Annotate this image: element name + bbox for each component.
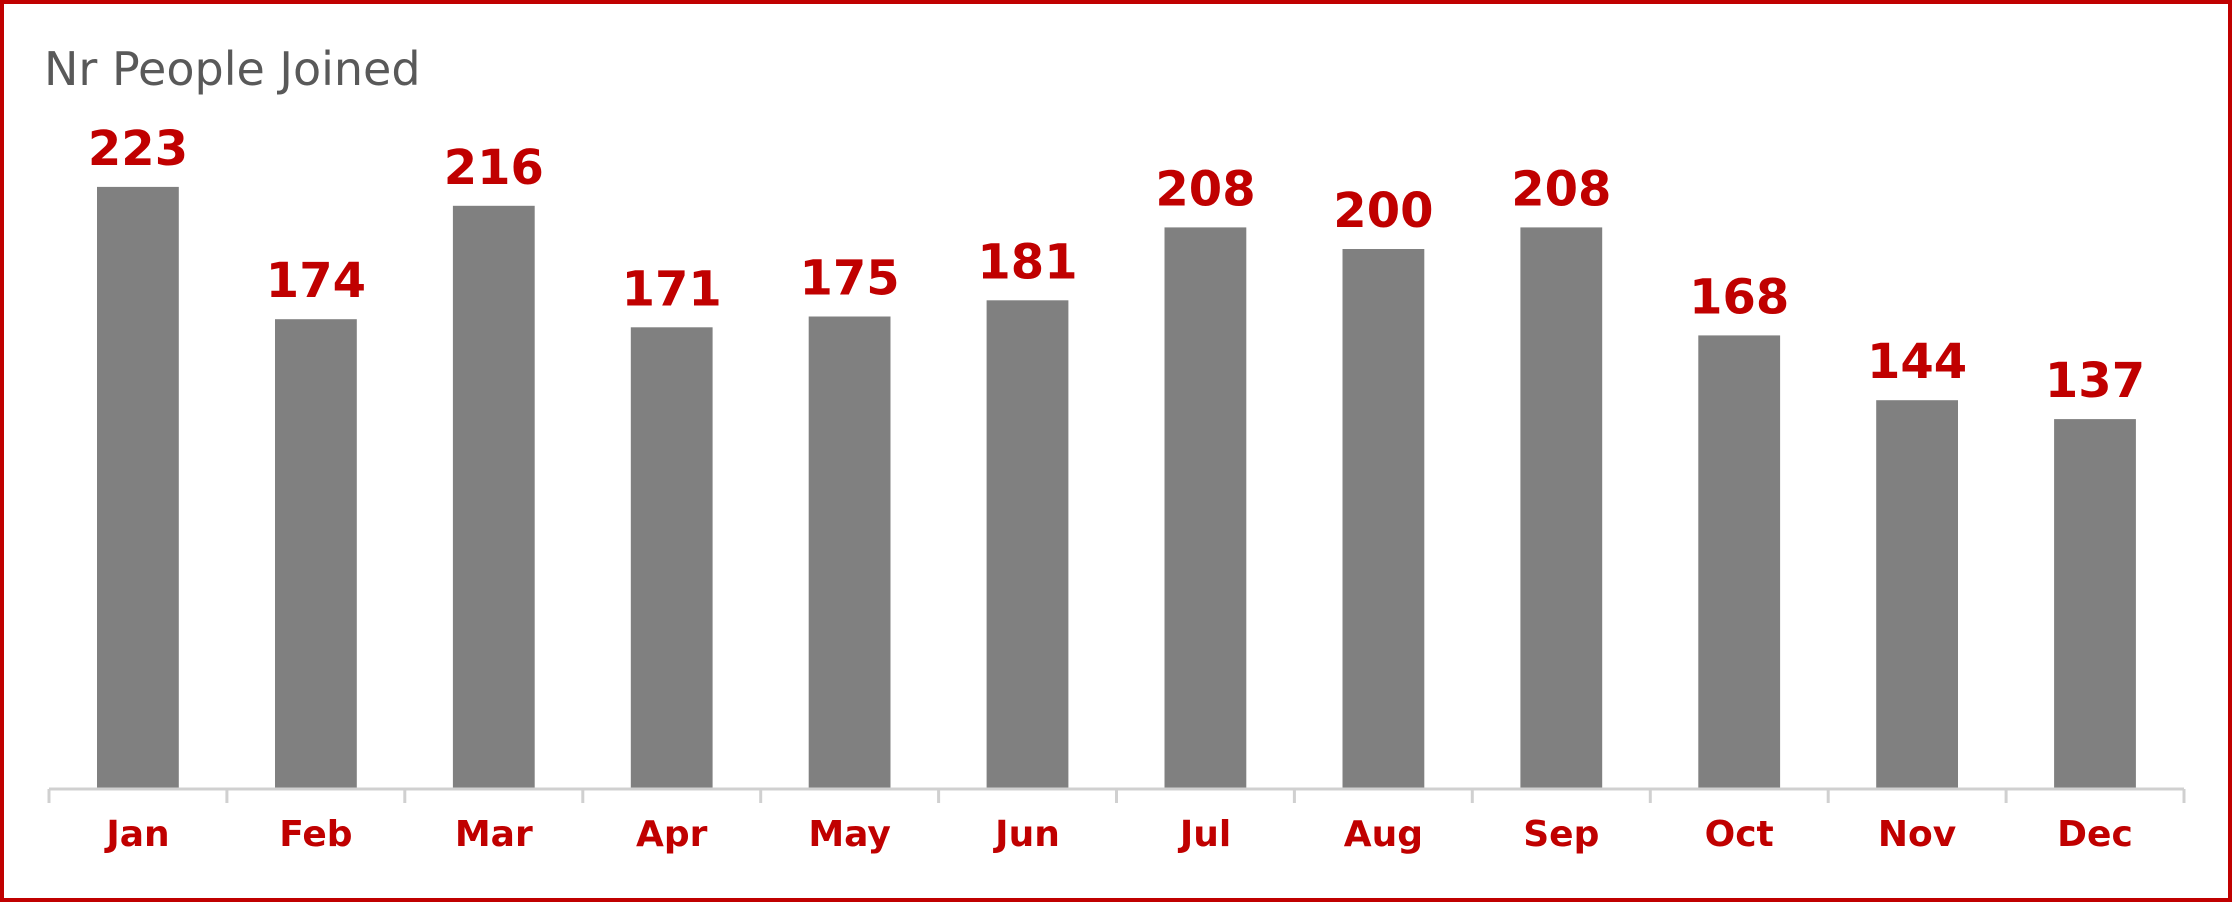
bar-jun bbox=[986, 300, 1069, 789]
category-label-sep: Sep bbox=[1523, 814, 1599, 855]
category-label-dec: Dec bbox=[2057, 814, 2133, 855]
data-label-jan: 223 bbox=[88, 121, 188, 177]
x-axis bbox=[47, 787, 2186, 803]
category-label-feb: Feb bbox=[279, 814, 352, 855]
category-label-apr: Apr bbox=[636, 814, 708, 855]
data-label-sep: 208 bbox=[1511, 161, 1611, 217]
bar-nov bbox=[1876, 400, 1958, 789]
bar-sep bbox=[1520, 227, 1603, 789]
category-label-nov: Nov bbox=[1878, 814, 1956, 855]
data-label-may: 175 bbox=[799, 251, 899, 307]
bar-oct bbox=[1698, 335, 1781, 789]
bar-jul bbox=[1164, 227, 1247, 789]
data-label-nov: 144 bbox=[1867, 334, 1967, 390]
data-label-aug: 200 bbox=[1333, 183, 1433, 239]
bar-jan bbox=[97, 186, 179, 789]
bar-aug bbox=[1342, 249, 1425, 789]
data-label-feb: 174 bbox=[266, 253, 366, 309]
category-label-jan: Jan bbox=[103, 814, 169, 855]
data-label-jun: 181 bbox=[977, 234, 1077, 290]
data-label-oct: 168 bbox=[1689, 269, 1789, 325]
bar-mar bbox=[452, 205, 535, 790]
category-label-mar: Mar bbox=[455, 814, 533, 855]
data-label-jul: 208 bbox=[1155, 161, 1255, 217]
data-label-apr: 171 bbox=[622, 261, 722, 317]
category-label-jun: Jun bbox=[992, 814, 1060, 855]
category-label-may: May bbox=[808, 814, 890, 855]
data-label-mar: 216 bbox=[444, 140, 544, 196]
category-label-oct: Oct bbox=[1705, 814, 1774, 855]
data-label-dec: 137 bbox=[2045, 353, 2145, 409]
category-label-aug: Aug bbox=[1344, 814, 1423, 855]
bar-dec bbox=[2054, 419, 2136, 789]
bar-may bbox=[808, 316, 891, 789]
chart-title: Nr People Joined bbox=[44, 42, 421, 96]
bar-feb bbox=[275, 319, 357, 789]
category-labels-layer: Jan Feb Mar Apr May Jun Jul Aug Sep Oct Nov Dec bbox=[103, 814, 2132, 855]
bar-apr bbox=[630, 327, 713, 789]
data-labels-layer: 223 174 216 171 175 181 208 200 208 168 144 137 bbox=[88, 121, 2145, 409]
bar-chart: 223 174 216 171 175 181 208 200 208 168 144 137 Jan… bbox=[47, 121, 2186, 855]
category-label-jul: Jul bbox=[1177, 814, 1231, 855]
bars-layer bbox=[97, 186, 2136, 790]
